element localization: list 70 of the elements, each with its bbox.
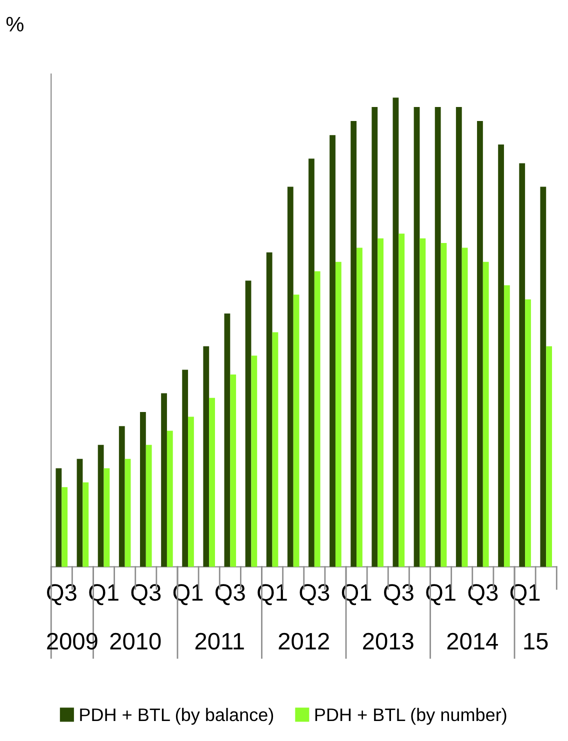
- bar: [330, 135, 336, 567]
- bar: [350, 121, 357, 567]
- bar: [420, 238, 426, 567]
- bar: [124, 458, 131, 567]
- bar: [456, 106, 462, 567]
- bar: [76, 458, 83, 567]
- bar: [209, 398, 215, 567]
- text: 15: [524, 633, 548, 650]
- bar: [540, 186, 546, 567]
- bar: [287, 186, 294, 567]
- bar: [224, 313, 230, 567]
- bar: [82, 482, 89, 567]
- bar: [314, 271, 320, 567]
- bar: [245, 280, 252, 567]
- x-tick-label: Q1: [258, 584, 287, 606]
- bar: [434, 106, 441, 567]
- bar: [146, 444, 152, 567]
- bar: [272, 332, 278, 567]
- bar: [98, 444, 104, 567]
- bar: [182, 370, 188, 567]
- bar: [498, 144, 504, 567]
- bar: [482, 262, 489, 567]
- legend-label: PDH + BTL (by balance): [80, 708, 274, 725]
- bar: [477, 121, 483, 567]
- bar: [372, 106, 378, 567]
- bar: [203, 346, 210, 567]
- bar: [519, 163, 526, 567]
- bar: [356, 248, 362, 567]
- bar: [392, 98, 399, 567]
- text: 2014: [447, 632, 498, 650]
- y-axis-title: %: [6, 16, 24, 32]
- bar: [335, 262, 342, 567]
- bar: [398, 234, 405, 567]
- text: 2009: [47, 632, 98, 650]
- bar: [188, 416, 194, 567]
- bar: [462, 248, 468, 567]
- text: 2013: [363, 632, 414, 650]
- x-tick-label: Q3: [468, 584, 498, 606]
- legend-label: PDH + BTL (by number): [315, 708, 506, 725]
- x-tick-label: Q1: [426, 584, 456, 606]
- bar: [62, 487, 68, 567]
- bar: [166, 430, 173, 567]
- x-tick-label: Q1: [342, 584, 372, 606]
- bar: [546, 346, 552, 567]
- bar: [230, 374, 236, 567]
- x-tick-label: Q3: [47, 584, 76, 606]
- x-tick-label: Q3: [131, 584, 161, 606]
- bar: [308, 158, 314, 567]
- bar: [414, 106, 420, 567]
- bar: [293, 294, 300, 567]
- x-tick-label: Q3: [384, 584, 414, 606]
- bar: [161, 393, 167, 567]
- bar: [104, 468, 110, 567]
- text: 2012: [278, 632, 329, 650]
- bar: [525, 299, 531, 567]
- bar: [504, 285, 510, 567]
- text: 2010: [110, 632, 161, 650]
- bar: [378, 238, 384, 567]
- x-tick-label: Q3: [300, 584, 330, 606]
- x-tick-label: Q1: [173, 584, 203, 606]
- bar: [140, 412, 146, 567]
- bar: [266, 252, 272, 567]
- x-tick-label: Q1: [89, 584, 118, 606]
- bar: [251, 356, 258, 567]
- x-tick-label: Q3: [216, 584, 245, 606]
- bar: [56, 468, 62, 567]
- bar: [118, 426, 125, 567]
- x-tick-label: Q1: [510, 584, 540, 606]
- bar: [440, 243, 447, 567]
- text: 2011: [195, 632, 244, 650]
